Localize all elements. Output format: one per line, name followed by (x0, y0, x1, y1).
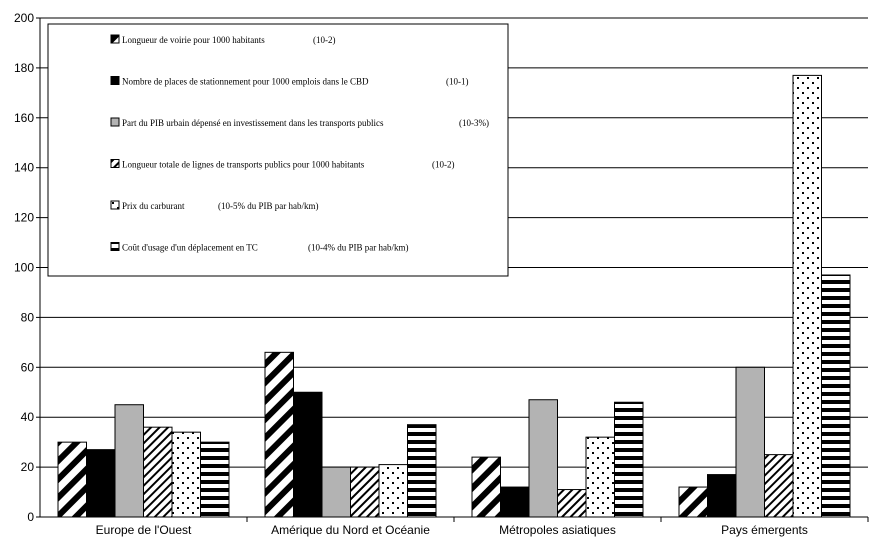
bar (471, 456, 501, 518)
legend-unit: (10-2) (432, 160, 455, 170)
bar (735, 366, 765, 518)
y-tick-label: 120 (14, 211, 34, 225)
bar (264, 351, 294, 518)
bar (350, 466, 380, 518)
bar (378, 464, 408, 518)
bar (792, 74, 822, 518)
bar (557, 489, 587, 518)
bar (585, 436, 615, 518)
legend-swatch (110, 159, 120, 168)
axes: 0 20 40 60 80 100 120 140 160 180 200 Europe de l'O… (14, 11, 869, 537)
legend-unit: (10-4% du PIB par hab/km) (308, 243, 408, 253)
legend-swatch (110, 200, 120, 210)
bar (707, 474, 737, 518)
bar (143, 426, 173, 518)
x-category-label: Amérique du Nord et Océanie (271, 523, 430, 537)
legend-swatch (110, 242, 120, 251)
x-category-label: Europe de l'Ouest (96, 523, 192, 537)
bar (114, 404, 144, 518)
y-tick-label: 60 (21, 360, 35, 374)
legend-unit: (10-5% du PIB par hab/km) (218, 201, 318, 211)
legend-label: Prix du carburant (122, 201, 185, 211)
legend-unit: (10-3%) (459, 118, 489, 128)
bar (171, 431, 201, 518)
y-tick-label: 160 (14, 111, 34, 125)
bar (500, 486, 530, 518)
bar (321, 466, 351, 518)
y-tick-label: 80 (21, 310, 35, 324)
bars (57, 74, 851, 518)
legend-label: Coût d'usage d'un déplacement en TC (122, 243, 258, 253)
y-tick-label: 200 (14, 11, 34, 25)
x-category-label: Métropoles asiatiques (499, 523, 616, 537)
bar (764, 454, 794, 518)
legend-swatch (110, 76, 120, 85)
y-tick-label: 180 (14, 61, 34, 75)
bar (407, 424, 437, 518)
bar (614, 401, 644, 518)
legend-swatch (110, 117, 120, 127)
bar (821, 274, 851, 518)
legend-unit: (10-1) (446, 77, 469, 87)
bar (200, 441, 230, 518)
y-tick-label: 0 (27, 510, 34, 524)
bar (293, 391, 323, 518)
bar (528, 399, 558, 518)
y-tick-label: 20 (21, 460, 35, 474)
y-tick-label: 140 (14, 161, 34, 175)
y-tick-label: 100 (14, 261, 34, 275)
bar (57, 441, 87, 518)
y-tick-label: 40 (21, 410, 35, 424)
legend-swatch (110, 34, 120, 44)
legend-box (47, 23, 509, 277)
legend-label: Longueur de voirie pour 1000 habitants (122, 35, 265, 45)
legend-label: Part du PIB urbain dépensé en investisse… (122, 118, 384, 128)
x-category-label: Pays émergents (721, 523, 808, 537)
legend-label: Longueur totale de lignes de transports … (122, 160, 365, 170)
legend: Longueur de voirie pour 1000 habitants (1… (47, 23, 509, 277)
legend-unit: (10-2) (313, 35, 336, 45)
legend-label: Nombre de places de stationnement pour 1… (122, 77, 369, 87)
bar (86, 449, 116, 518)
bar (678, 486, 708, 518)
